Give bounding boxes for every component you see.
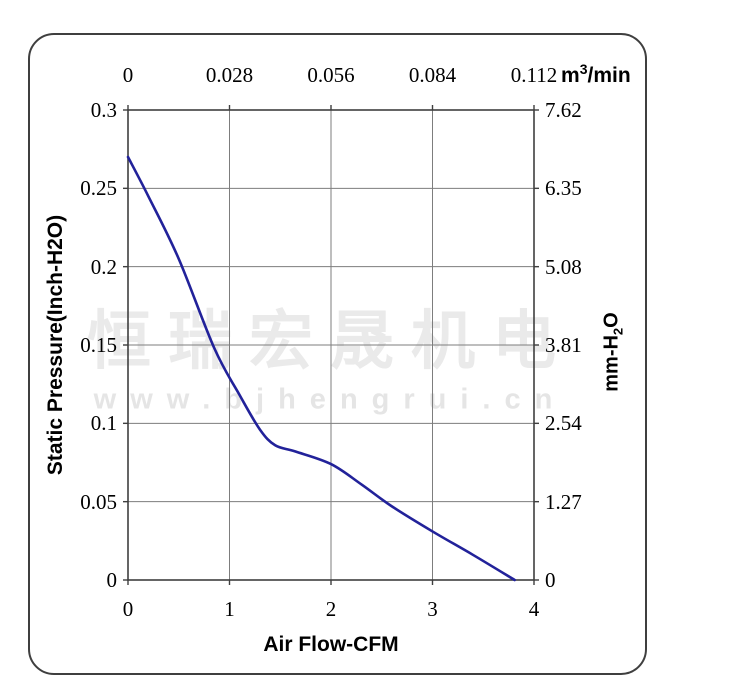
chart-frame-border — [28, 33, 647, 675]
watermark-url-text: www.bjhengrui.cn — [93, 383, 567, 416]
static-pressure-vs-airflow — [126, 155, 517, 582]
watermark-company-text: 恒瑞宏晟机电 — [87, 305, 573, 377]
plot-border — [127, 109, 535, 581]
